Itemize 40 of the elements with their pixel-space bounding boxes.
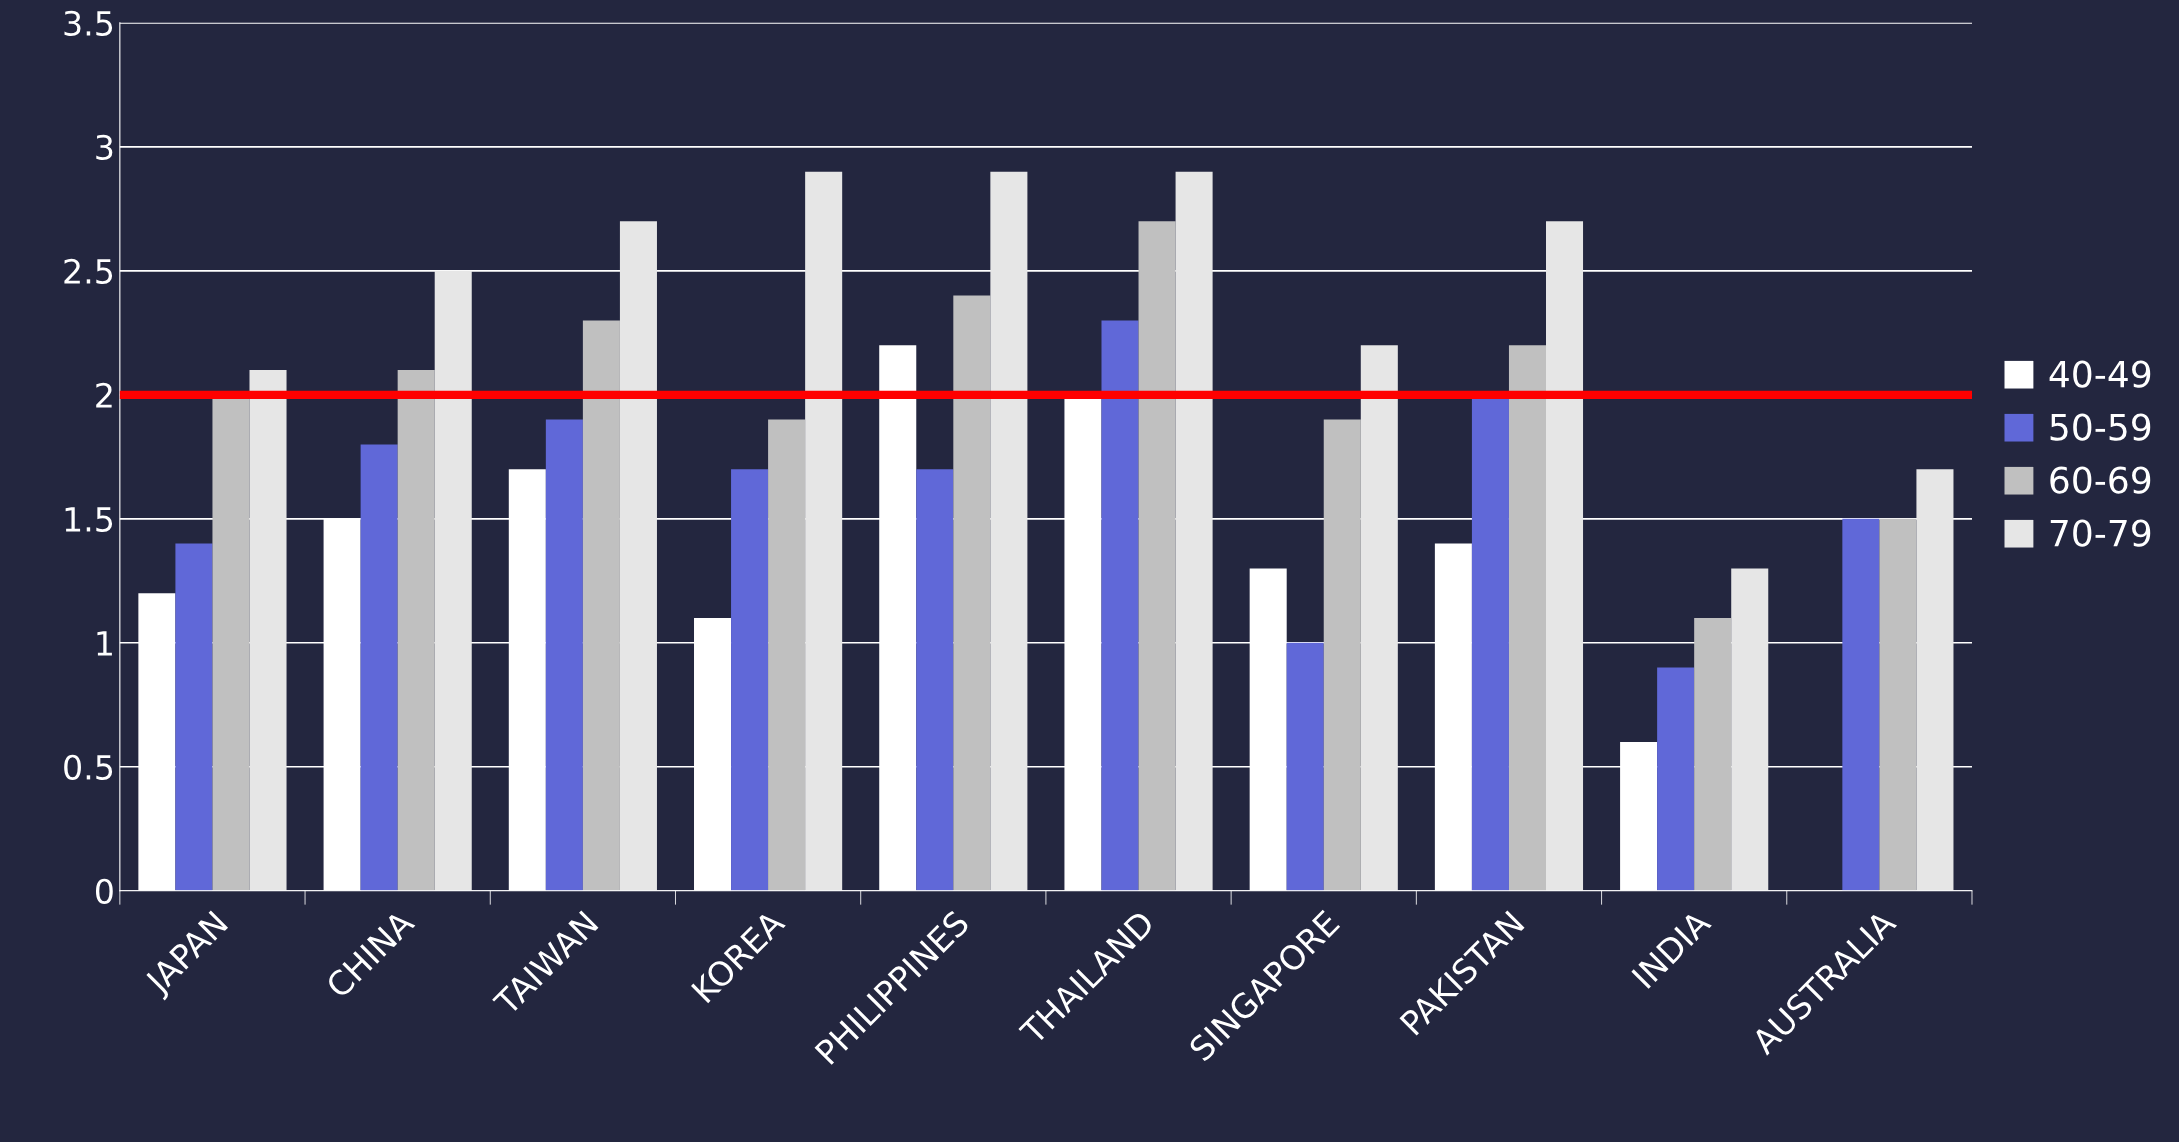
bar (1879, 518, 1917, 891)
bar (1360, 345, 1398, 891)
bar (1323, 419, 1361, 891)
bar (1175, 171, 1213, 891)
bar (1657, 667, 1695, 891)
bar (545, 419, 583, 891)
y-tick-label: 1 (97, 631, 112, 656)
bar (249, 370, 287, 891)
bar (175, 543, 213, 891)
bar (1842, 518, 1880, 891)
bar (1138, 221, 1176, 891)
bar (1508, 345, 1546, 891)
y-tick-label: 1.5 (65, 507, 113, 532)
bar (916, 469, 954, 891)
bar (805, 171, 843, 891)
legend-label: 70-79 (2050, 519, 2151, 547)
bar (953, 295, 991, 891)
bar (434, 270, 472, 891)
y-tick-label: 3 (96, 134, 113, 160)
bar (582, 320, 620, 891)
bar (1546, 221, 1584, 891)
bar (990, 171, 1028, 891)
bar (360, 444, 398, 891)
y-tick-label: 0.5 (64, 754, 113, 780)
bar (397, 370, 435, 891)
bar (731, 469, 769, 891)
bar (1916, 469, 1954, 891)
y-tick-label: 2.5 (64, 258, 113, 284)
y-tick-label: 0 (95, 878, 113, 904)
legend-label: 60-69 (2050, 466, 2151, 494)
legend-label: 50-59 (2050, 413, 2151, 441)
bar (1286, 642, 1324, 891)
y-tick-label: 3.5 (64, 10, 113, 36)
bar (768, 419, 806, 891)
legend-label: 40-49 (2049, 360, 2151, 388)
bar (1731, 568, 1769, 891)
y-tick-label: 2 (96, 382, 112, 408)
bar (1101, 320, 1139, 891)
bar (619, 221, 657, 891)
bar (1694, 617, 1732, 891)
